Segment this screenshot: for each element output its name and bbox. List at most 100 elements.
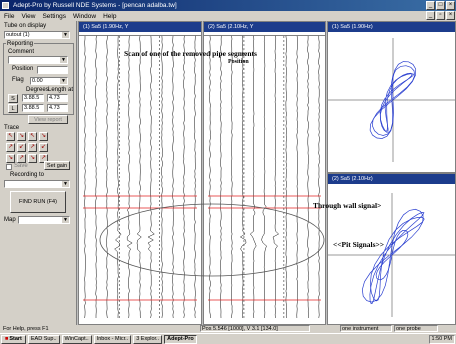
menu-file[interactable]: File [4,12,15,20]
child-close-button[interactable]: × [446,11,455,20]
child-restore-button[interactable]: ▫ [436,11,445,20]
trace-line [126,35,133,319]
trace-line [209,35,211,319]
flag-value: 0.00 [32,78,43,84]
maximize-button[interactable]: □ [436,1,445,10]
trace-left-scale [79,32,201,36]
map-select[interactable]: ▼ [18,216,70,224]
taskbar-item[interactable]: EAD Sup.. [27,334,60,344]
menu-view[interactable]: View [21,12,36,20]
window-title: Adept-Pro by Russell NDE Systems - [penc… [13,2,177,9]
chevron-down-icon[interactable]: ▼ [62,181,69,187]
l-button[interactable]: L [8,104,18,113]
tube-select[interactable]: outout (1) ▼ [4,31,70,39]
lissajous-panel-top[interactable]: (1) Sa5 (1.90Hz) [327,21,456,173]
chevron-down-icon[interactable]: ▼ [62,32,69,38]
pointer-tool-icon[interactable]: ↗ [28,143,37,152]
pointer-tool-icon[interactable]: ↙ [17,143,26,152]
row2-length[interactable]: 4.73 [47,104,68,112]
trace-line [147,35,155,319]
menu-settings[interactable]: Settings [42,12,66,20]
tube-label: Tube on display [4,23,47,29]
map-label: Map [4,217,16,223]
length-label: Length at [48,87,74,93]
pointer-tool-icon[interactable]: ↘ [17,132,26,141]
row2-degrees[interactable]: 3.88.5 [22,104,44,112]
trace-line [249,35,257,319]
recording-select[interactable]: ▼ [4,180,70,188]
close-button[interactable]: × [446,1,455,10]
trace-line [307,36,309,319]
trace-right-scale [204,32,325,36]
lissajous-top-header: (1) Sa5 (1.90Hz) [328,22,455,32]
position-field[interactable] [37,66,68,74]
status-probe: one probe [394,325,438,332]
s-button[interactable]: S [8,94,18,103]
pointer-tool-icon[interactable]: ↙ [39,143,48,152]
lissajous-bottom-header: (2) Sa5 (2.10Hz) [328,174,455,184]
taskbar-item[interactable]: WinCapt.. [61,334,92,344]
pit-signals-caption: <<Pit Signals>> [333,240,385,249]
position-label: Position [12,66,34,72]
taskbar-item-active[interactable]: Adept-Pro [164,334,197,344]
chevron-down-icon[interactable]: ▼ [60,78,67,84]
minimize-button[interactable]: _ [426,1,435,10]
trace-line [272,35,280,319]
start-button[interactable]: ■ Start [1,334,26,344]
taskbar-item[interactable]: Inbox - Micr.. [93,334,132,344]
pointer-tool-icon[interactable]: ↘ [39,132,48,141]
pointer-tool-icon[interactable]: ↗ [39,154,48,163]
status-bar: For Help, press F1 Pos 5.546 [1000], V 3… [0,325,456,333]
flag-label: Flag [12,77,24,83]
comment-label: Comment [8,49,35,55]
status-help: For Help, press F1 [3,326,49,332]
flag-select[interactable]: 0.00 ▼ [30,77,68,85]
wall-signal-caption: Through wall signal> [313,201,382,210]
trace-line [84,36,86,319]
recording-label: Recording to [10,172,45,178]
trace-line [239,35,247,319]
window-title-bar: Adept-Pro by Russell NDE Systems - [penc… [0,0,456,11]
reporting-label: Reporting [6,41,35,47]
view-report-button[interactable]: View report [28,115,68,124]
trace-line [231,35,233,319]
child-minimize-button[interactable]: _ [426,11,435,20]
scan-caption: Scan of one of the removed pipe segments [124,49,257,58]
save-checkbox[interactable] [6,164,12,170]
pointer-tool-icon[interactable]: ↘ [6,154,15,163]
tube-select-value: outout (1) [6,32,30,38]
trace-line [161,35,163,319]
taskbar-item[interactable]: 3 Explor.. [133,334,163,344]
pointer-tool-icon[interactable]: ↗ [17,154,26,163]
lissajous-panel-bottom[interactable]: (2) Sa5 (2.10Hz) [327,173,456,325]
trace-tool-grid: ↖ ↘ ↖ ↘ ↗ ↙ ↗ ↙ ↘ ↗ ↘ ↗ [6,132,48,163]
status-instrument: one instrument [340,325,392,332]
pointer-tool-icon[interactable]: ↗ [6,143,15,152]
status-position: Pos 5.546 [1000], V 3.1 [134.0] [200,325,310,332]
chevron-down-icon[interactable]: ▼ [62,217,69,223]
row1-length[interactable]: 4.73 [47,94,68,102]
chevron-down-icon[interactable]: ▼ [60,57,67,63]
trace-line [296,35,298,319]
trace-line [114,35,122,318]
trace-left-header: (1) Sa5 (1.90Hz, Y [79,22,201,32]
trace-label: Trace [4,125,20,131]
pointer-tool-icon[interactable]: ↖ [6,132,15,141]
pointer-tool-icon[interactable]: ↖ [28,132,37,141]
row1-degrees[interactable]: 3.88.5 [22,94,44,102]
menu-help[interactable]: Help [103,12,117,20]
app-icon [2,2,9,9]
trace-line [318,35,320,319]
menu-window[interactable]: Window [72,12,97,20]
trace-line [183,35,185,319]
degrees-label: Degrees [26,87,49,93]
set-gain-button[interactable]: Set gain [44,161,70,170]
comment-select[interactable]: ▼ [8,56,68,64]
trace-line [220,35,222,319]
trace-line [95,35,97,318]
position-caption: Position [228,59,249,65]
trace-line [106,35,108,319]
pointer-tool-icon[interactable]: ↘ [28,154,37,163]
save-label: Save [14,163,28,169]
find-run-button[interactable]: FIND RUN (F4) [10,191,66,213]
